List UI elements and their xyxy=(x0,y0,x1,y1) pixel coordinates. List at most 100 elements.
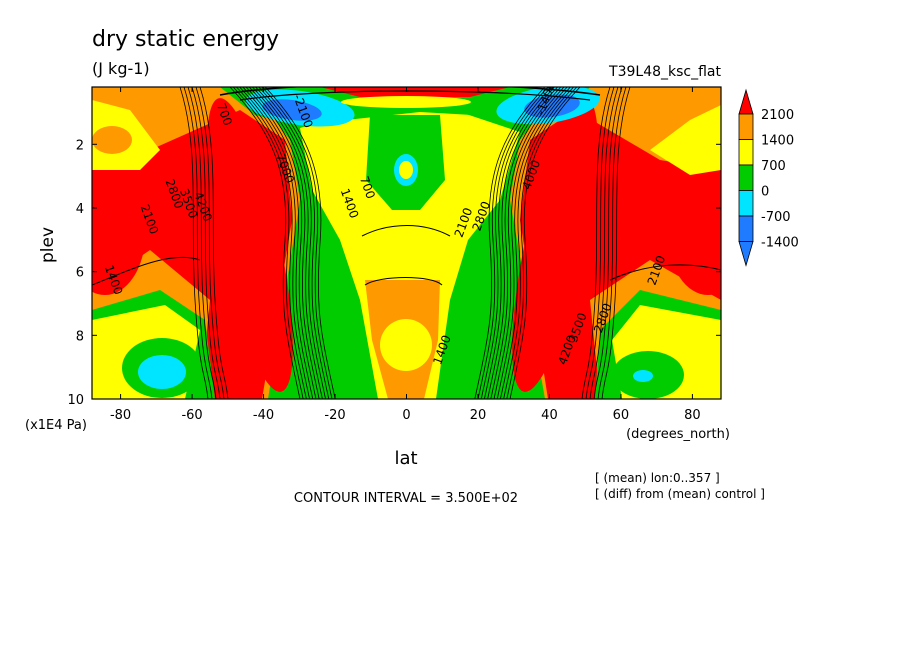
x-axis-units: (degrees_north) xyxy=(626,427,730,442)
contour-right-outer-1 xyxy=(585,87,615,399)
region-2100-tube-right xyxy=(512,98,598,392)
colorbar-label: 1400 xyxy=(761,134,794,149)
y-tick-label: 4 xyxy=(76,202,84,217)
contour-left-outer-5 xyxy=(179,87,209,399)
contour-left-edge xyxy=(92,256,201,286)
region-neg700-left-min xyxy=(138,355,186,389)
contour-right-outer-2 xyxy=(589,87,619,399)
x-tick-label: 60 xyxy=(613,408,630,423)
region-700-center xyxy=(300,112,520,399)
note-mean-lon: [ (mean) lon:0..357 ] xyxy=(595,471,720,485)
region-700-center-low xyxy=(380,319,432,371)
x-axis-label: lat xyxy=(394,448,417,469)
contour-right-flank-5 xyxy=(493,87,565,399)
colorbar-swatch xyxy=(738,190,754,217)
contour-left-outer-1 xyxy=(195,87,225,399)
plot-area: 2100140028003500420070007001400210028004… xyxy=(92,87,721,399)
chart-title: dry static energy xyxy=(92,27,279,52)
contour-right-flank-7 xyxy=(487,87,558,399)
colorbar-label: -1400 xyxy=(761,236,799,251)
colorbar-arrow-top xyxy=(738,88,754,115)
contour-left-flank-0 xyxy=(229,87,301,399)
contour-left-flank-2 xyxy=(236,87,307,399)
region-700-center-mid xyxy=(399,161,413,179)
colorbar-label: 2100 xyxy=(761,108,794,123)
contour-lines xyxy=(92,87,721,399)
contour-left-outer-4 xyxy=(183,87,213,399)
y-axis-label: plev xyxy=(38,227,58,263)
region-2100-edge-left xyxy=(92,175,145,295)
region-neg700-right-min xyxy=(633,370,653,382)
region-2100-tube-left xyxy=(207,98,293,392)
contour-left-flank-11 xyxy=(264,87,336,399)
contour-left-outer-2 xyxy=(191,87,221,399)
y-tick-label: 10 xyxy=(67,393,84,408)
colorbar-swatch xyxy=(738,164,754,191)
contour-left-flank-10 xyxy=(261,87,333,399)
region-700-top-center xyxy=(341,96,471,108)
contour-interval: CONTOUR INTERVAL = 3.500E+02 xyxy=(294,491,518,506)
region-2100-top-band xyxy=(320,87,510,97)
contour-center-700 xyxy=(361,225,451,237)
x-tick-label: -40 xyxy=(253,408,274,423)
contour-left-flank-4 xyxy=(242,87,314,399)
region-2100-edge-right xyxy=(668,175,721,295)
contour-right-flank-9 xyxy=(480,87,552,399)
x-tick-label: 0 xyxy=(402,408,410,423)
x-tick-label: 20 xyxy=(470,408,487,423)
contour-right-flank-11 xyxy=(474,87,546,399)
contour-right-outer-3 xyxy=(593,87,623,399)
colorbar-label: -700 xyxy=(761,210,791,225)
contour-top-band xyxy=(219,87,601,96)
x-tick-label: 40 xyxy=(541,408,558,423)
contour-right-flank-4 xyxy=(496,87,568,399)
contour-right-flank-10 xyxy=(477,87,549,399)
x-tick-label: -80 xyxy=(110,408,131,423)
contour-center-1400 xyxy=(364,277,443,286)
contour-right-outer-4 xyxy=(597,87,627,399)
y-axis-units: (x1E4 Pa) xyxy=(25,418,87,433)
contour-right-flank-0 xyxy=(509,87,581,399)
region-700-right-upper xyxy=(650,105,721,175)
colorbar-arrow-bottom xyxy=(738,241,754,267)
x-tick-label: -60 xyxy=(181,408,202,423)
contour-left-flank-6 xyxy=(248,87,320,399)
x-tick-label: -20 xyxy=(324,408,345,423)
contour-left-outer-3 xyxy=(187,87,217,399)
contour-top-band-2 xyxy=(239,90,591,101)
contour-left-flank-5 xyxy=(245,87,317,399)
contour-left-flank-3 xyxy=(239,87,310,399)
region-neg1400-top-right xyxy=(524,94,580,118)
contour-right-flank-2 xyxy=(503,87,574,399)
contour-right-flank-6 xyxy=(490,87,562,399)
shaded-regions xyxy=(92,87,721,399)
contour-left-outer-0 xyxy=(199,87,229,399)
note-diff-control: [ (diff) from (mean) control ] xyxy=(595,487,765,501)
contour-left-flank-1 xyxy=(232,87,304,399)
contour-left-flank-9 xyxy=(258,87,330,399)
contour-right-flank-3 xyxy=(500,87,571,399)
contour-left-flank-8 xyxy=(255,87,326,399)
y-tick-label: 8 xyxy=(76,329,84,344)
experiment-label: T39L48_ksc_flat xyxy=(608,64,721,80)
contour-right-outer-0 xyxy=(581,87,611,399)
contour-right-outer-5 xyxy=(601,87,631,399)
y-axis: 2 4 6 8 10 xyxy=(67,138,721,408)
contour-left-flank-7 xyxy=(252,87,323,399)
y-tick-label: 2 xyxy=(76,138,84,153)
colorbar-label: 700 xyxy=(761,159,786,174)
colorbar-label: 0 xyxy=(761,185,769,200)
contour-right-flank-1 xyxy=(506,87,578,399)
colorbar-swatch xyxy=(738,113,754,140)
x-axis: -80 -60 -40 -20 0 20 40 60 80 xyxy=(110,87,701,423)
colorbar-swatch xyxy=(738,139,754,166)
chart-units: (J kg-1) xyxy=(92,59,150,78)
contour-right-flank-8 xyxy=(484,87,555,399)
region-1400-left-upper xyxy=(92,126,132,154)
contour-right-edge xyxy=(609,264,721,281)
x-tick-label: 80 xyxy=(684,408,701,423)
colorbar-swatch xyxy=(738,215,754,242)
y-tick-label: 6 xyxy=(76,266,84,281)
colorbar: 2100 1400 700 0 -700 -1400 xyxy=(738,88,799,267)
